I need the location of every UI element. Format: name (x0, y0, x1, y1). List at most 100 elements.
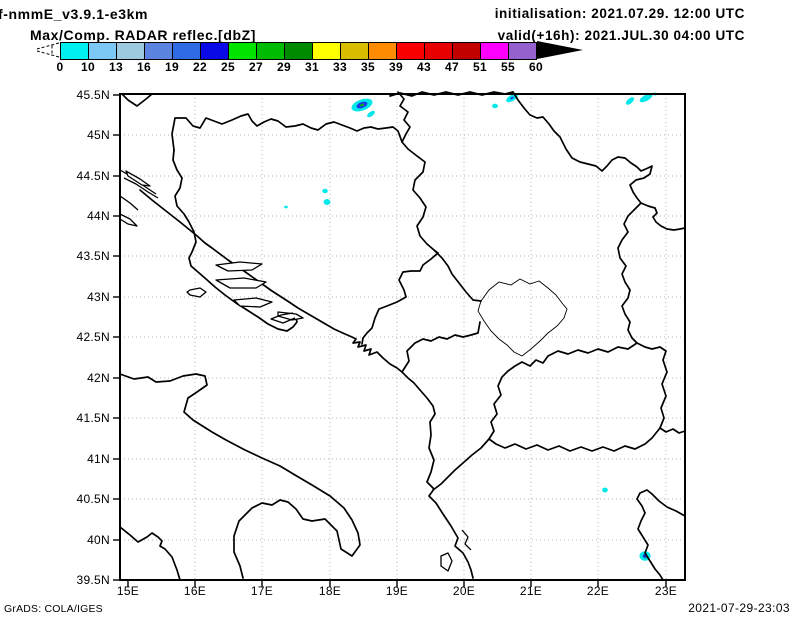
colorbar-tick-label: 13 (109, 60, 123, 74)
y-axis-tick-label: 45.5N (76, 88, 110, 102)
colorbar-tick-label: 35 (361, 60, 375, 74)
y-axis-tick-label: 44.5N (76, 169, 110, 183)
overflow-arrow-icon (537, 41, 583, 59)
colorbar-segment (257, 43, 285, 59)
igoumenitsa-inlet (461, 529, 472, 551)
radar-echoes (284, 92, 657, 561)
colorbar-segment (229, 43, 257, 59)
country-borders (119, 91, 686, 581)
y-axis-tick-label: 45N (87, 128, 110, 142)
x-axis-tick-label: 22E (586, 584, 610, 598)
y-axis-tick-label: 41.5N (76, 411, 110, 425)
colorbar-tick-label: 43 (417, 60, 431, 74)
x-axis-tick-label: 15E (116, 584, 140, 598)
peljesac-peninsula (270, 312, 296, 324)
border-bosnia-west (172, 149, 298, 332)
colorbar-segment (145, 43, 173, 59)
island-korcula (233, 297, 273, 308)
y-axis-tick-label: 41N (87, 452, 110, 466)
colorbar-segment (117, 43, 145, 59)
border-bosnia-north-drina (171, 113, 439, 345)
y-axis-tick-label: 42N (87, 371, 110, 385)
island-pag-channel-b (123, 177, 159, 199)
product-title: Max/Comp. RADAR reflec.[dbZ] (30, 27, 257, 43)
colorbar-tick-label: 51 (473, 60, 487, 74)
colorbar-segment (509, 43, 536, 59)
colorbar-tick-label: 16 (137, 60, 151, 74)
colorbar-segment (61, 43, 89, 59)
initialisation-time: initialisation: 2021.07.29. 12:00 UTC (494, 6, 745, 21)
border-adriatic-east-coast (139, 189, 474, 579)
border-macedonia (488, 342, 661, 452)
colorbar-tick-label: 19 (165, 60, 179, 74)
radar-echo (492, 103, 498, 109)
model-version-label: f-nmmE_v3.9.1-e3km (0, 6, 149, 22)
valid-time: valid(+16h): 2021.JUL.30 04:00 UTC (497, 28, 745, 43)
colorbar-tick-label: 39 (389, 60, 403, 74)
grads-credit: GrADS: COLA/IGES (4, 603, 103, 615)
y-axis-tick-label: 40.5N (76, 492, 110, 506)
colorbar-segment (481, 43, 509, 59)
colorbar-tick-label: 0 (56, 60, 64, 74)
creation-timestamp: 2021-07-29-23:03 (688, 601, 790, 615)
border-kosovo (477, 278, 568, 357)
border-greece-coast (636, 489, 686, 581)
radar-echo (602, 487, 608, 493)
x-axis-tick-label: 18E (318, 584, 342, 598)
radar-echo (367, 110, 375, 118)
colorbar-segment (453, 43, 481, 59)
radar-echo (323, 199, 331, 205)
y-axis-tick-label: 39.5N (76, 573, 110, 587)
colorbar-tick-label: 10 (81, 60, 95, 74)
lat-lon-gridlines (120, 94, 685, 580)
colorbar-tick-label: 25 (221, 60, 235, 74)
reflectivity-colorbar (60, 42, 537, 60)
border-albania-greece (432, 438, 490, 491)
y-axis-tick-label: 42.5N (76, 330, 110, 344)
x-axis-tick-label: 19E (385, 584, 409, 598)
island-hvar (215, 277, 267, 289)
colorbar-tick-label: 33 (333, 60, 347, 74)
colorbar-segment (89, 43, 117, 59)
y-axis-tick-label: 43N (87, 290, 110, 304)
radar-echo (639, 93, 653, 103)
border-serbia-montenegro (433, 249, 482, 302)
border-italy-coast (119, 373, 361, 579)
border-italy-west-coast (119, 526, 181, 581)
axis-ticks (113, 94, 667, 587)
colorbar-tick-label: 29 (277, 60, 291, 74)
colorbar-segment (425, 43, 453, 59)
border-serbia-bulgaria (617, 202, 686, 434)
colorbar-tick-label: 60 (529, 60, 543, 74)
island-corfu (440, 552, 453, 572)
radar-echo (625, 97, 635, 105)
colorbar-tick-label: 27 (249, 60, 263, 74)
x-axis-tick-label: 17E (250, 584, 274, 598)
colorbar-tick-label: 47 (445, 60, 459, 74)
border-topleft-wiggle (121, 93, 153, 107)
radar-echo (359, 103, 365, 107)
island-brac (215, 261, 263, 272)
border-serbia-romania (512, 91, 686, 231)
islands (119, 169, 472, 572)
border-montenegro-albania (401, 321, 481, 373)
y-axis-tick-label: 40N (87, 533, 110, 547)
x-axis-tick-label: 16E (183, 584, 207, 598)
colorbar-segment (173, 43, 201, 59)
y-axis-tick-label: 44N (87, 209, 110, 223)
x-axis-tick-label: 21E (519, 584, 543, 598)
island-vis (186, 287, 207, 298)
x-axis-tick-label: 20E (452, 584, 476, 598)
island-coast-scrap (119, 195, 139, 211)
x-axis-tick-label: 23E (654, 584, 678, 598)
colorbar-segment (285, 43, 313, 59)
colorbar-segment (313, 43, 341, 59)
colorbar-segment (341, 43, 369, 59)
colorbar-segment (201, 43, 229, 59)
colorbar-segment (369, 43, 397, 59)
colorbar-tick-label: 31 (305, 60, 319, 74)
island-pag (125, 170, 151, 187)
